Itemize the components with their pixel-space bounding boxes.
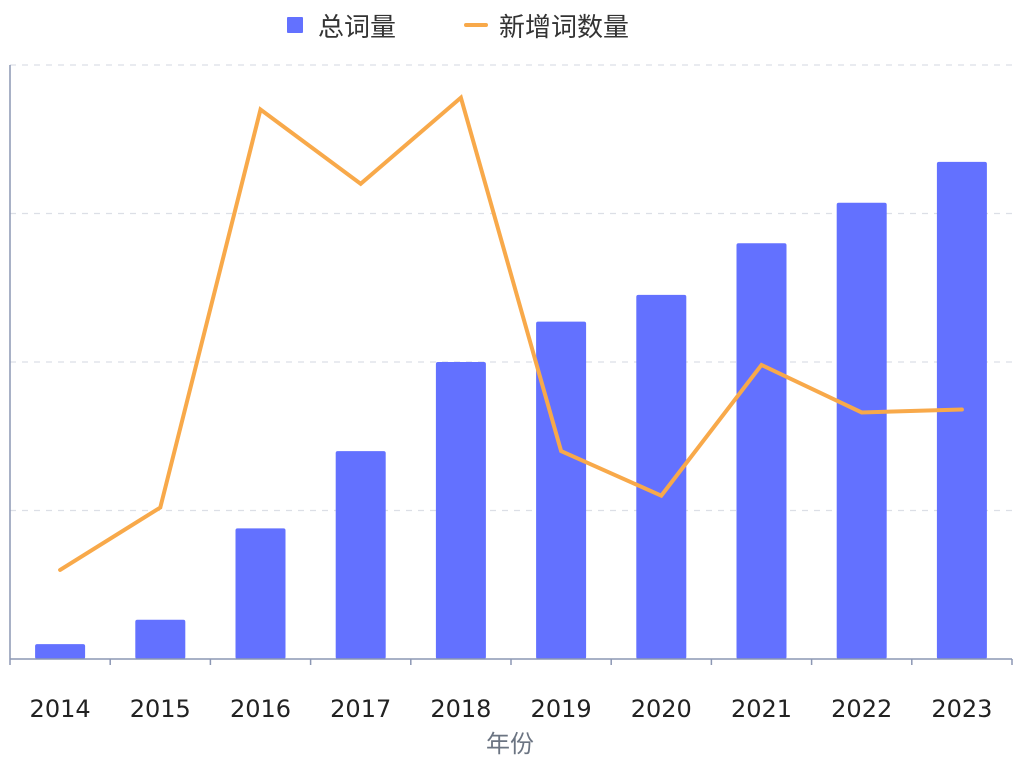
x-tick-label: 2020 — [631, 695, 692, 723]
bar-2015 — [135, 619, 186, 659]
legend-label-total: 总词量 — [318, 13, 396, 43]
legend-item-total[interactable]: 总词量 — [287, 13, 396, 43]
x-tick-label: 2022 — [831, 695, 892, 723]
legend-swatch-bar — [287, 17, 303, 33]
line-new-words — [58, 94, 964, 572]
axes — [9, 65, 1013, 665]
x-axis-title: 年份 — [486, 730, 534, 758]
legend-label-new: 新增词数量 — [499, 13, 629, 43]
legend-item-new[interactable]: 新增词数量 — [464, 13, 629, 43]
x-tick-label: 2017 — [330, 695, 391, 723]
bar-2018 — [435, 362, 486, 659]
x-tick-label: 2016 — [230, 695, 291, 723]
bar-series — [35, 161, 987, 660]
x-tick-label: 2019 — [531, 695, 592, 723]
x-tick-labels: 2014 2015 2016 2017 2018 2019 2020 2021 2022 2023 — [30, 695, 993, 723]
bar-2017 — [335, 451, 386, 659]
x-tick-label: 2018 — [430, 695, 491, 723]
line-series — [58, 94, 964, 572]
legend: 总词量 新增词数量 — [287, 13, 629, 43]
bar-2021 — [736, 243, 787, 659]
x-tick-label: 2023 — [931, 695, 992, 723]
bar-2016 — [235, 528, 286, 659]
x-tick-label: 2021 — [731, 695, 792, 723]
bar-2022 — [836, 202, 887, 660]
x-tick-label: 2015 — [130, 695, 191, 723]
x-tick-label: 2014 — [30, 695, 91, 723]
bar-2019 — [536, 321, 587, 659]
bar-2014 — [35, 644, 86, 659]
bar-2020 — [636, 294, 687, 659]
